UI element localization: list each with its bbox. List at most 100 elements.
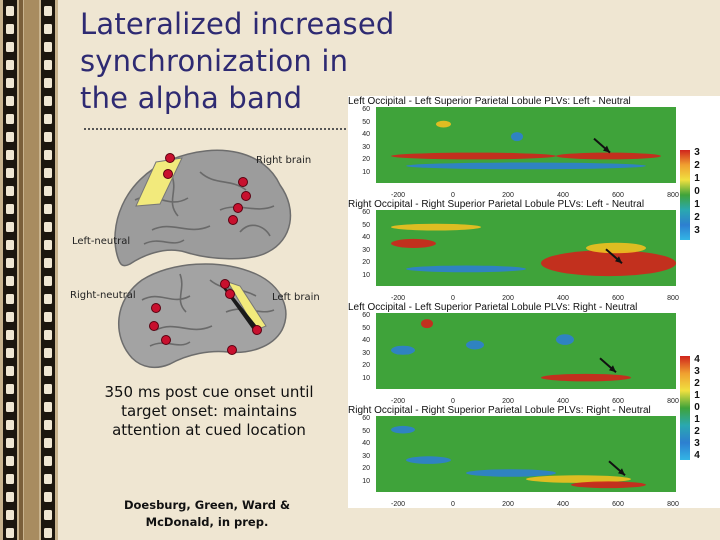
synchrony-blob — [466, 340, 484, 350]
x-tick-label: 0 — [451, 295, 455, 302]
right-hemisphere-brain — [114, 149, 292, 267]
film-hole — [44, 60, 52, 70]
x-tick-label: 0 — [451, 398, 455, 405]
synchrony-blob — [391, 223, 481, 231]
film-hole — [6, 168, 14, 178]
y-tick-label: 50 — [362, 118, 370, 126]
y-tick-label: 10 — [362, 271, 370, 279]
y-tick-label: 50 — [362, 427, 370, 435]
film-hole — [6, 330, 14, 340]
arrowhead-icon — [603, 145, 610, 153]
x-tick-label: 600 — [612, 501, 624, 508]
film-hole — [6, 402, 14, 412]
synchrony-blob — [391, 345, 415, 355]
y-tick-label: 10 — [362, 477, 370, 485]
heatmap-background — [376, 107, 676, 183]
film-hole — [6, 186, 14, 196]
y-tick-label: 60 — [362, 106, 370, 113]
y-tick-label: 30 — [362, 246, 370, 254]
synchrony-blob — [391, 238, 436, 248]
decorative-film-strip — [0, 0, 58, 540]
film-hole — [6, 24, 14, 34]
x-tick-label: 400 — [557, 192, 569, 199]
film-hole — [6, 258, 14, 268]
synchrony-blob — [391, 152, 556, 160]
film-hole — [44, 150, 52, 160]
film-hole — [44, 114, 52, 124]
x-tick-label: -200 — [390, 192, 406, 199]
film-hole — [44, 528, 52, 538]
film-hole — [6, 60, 14, 70]
right-neutral-label: Right-neutral — [70, 290, 136, 301]
x-tick-label: 200 — [502, 192, 514, 199]
film-hole — [6, 294, 14, 304]
film-hole — [44, 6, 52, 16]
film-hole — [44, 312, 52, 322]
y-tick-label: 40 — [362, 440, 370, 447]
x-tick-label: 0 — [451, 501, 455, 508]
film-hole — [44, 258, 52, 268]
film-hole — [6, 348, 14, 358]
synchrony-blob — [556, 152, 661, 160]
caption: 350 ms post cue onset until target onset… — [104, 383, 314, 439]
film-hole — [6, 528, 14, 538]
right-brain-label: Right brain — [256, 155, 312, 166]
film-hole — [6, 456, 14, 466]
colorbar-tick-label: 1 — [694, 390, 700, 401]
colorbar-tick-label: 0 — [694, 186, 700, 197]
film-hole — [44, 456, 52, 466]
panel-title: Right Occipital - Right Superior Parieta… — [348, 199, 645, 210]
x-tick-label: -200 — [390, 295, 406, 302]
x-tick-label: -200 — [390, 398, 406, 405]
x-tick-label: 400 — [557, 501, 569, 508]
film-hole — [44, 42, 52, 52]
synchrony-blob — [391, 425, 415, 434]
arrowhead-icon — [615, 256, 622, 264]
plv-panel: Right Occipital - Right Superior Parieta… — [348, 405, 720, 508]
film-hole — [44, 510, 52, 520]
synchrony-blob — [571, 481, 646, 489]
film-hole — [6, 366, 14, 376]
colorbar-tick-label: 1 — [694, 173, 700, 184]
y-tick-label: 30 — [362, 452, 370, 460]
heatmap-background — [376, 416, 676, 492]
x-tick-label: 600 — [612, 398, 624, 405]
film-hole — [6, 42, 14, 52]
panel-title: Right Occipital - Right Superior Parieta… — [348, 405, 651, 416]
plv-panel: Left Occipital - Left Superior Parietal … — [348, 96, 720, 199]
colorbar-bottom — [680, 356, 690, 460]
synchrony-blob — [406, 265, 526, 273]
y-tick-label: 10 — [362, 168, 370, 176]
y-tick-label: 40 — [362, 131, 370, 138]
slide-title: Lateralized increased synchronization in… — [80, 7, 395, 115]
x-tick-label: 200 — [502, 501, 514, 508]
y-tick-label: 20 — [362, 156, 370, 163]
film-hole — [6, 204, 14, 214]
left-brain-label: Left brain — [272, 292, 320, 303]
title-divider — [84, 128, 346, 130]
x-tick-label: 0 — [451, 192, 455, 199]
film-hole — [6, 474, 14, 484]
film-hole — [44, 438, 52, 448]
y-tick-label: 20 — [362, 259, 370, 266]
film-hole — [44, 276, 52, 286]
film-hole — [44, 240, 52, 250]
y-tick-label: 50 — [362, 324, 370, 332]
film-hole — [6, 150, 14, 160]
film-hole — [6, 420, 14, 430]
panel-title: Left Occipital - Left Superior Parietal … — [348, 302, 638, 313]
film-hole — [44, 204, 52, 214]
y-tick-label: 30 — [362, 349, 370, 357]
x-tick-label: 600 — [612, 295, 624, 302]
colorbar-tick-label: 0 — [694, 402, 700, 413]
film-hole — [6, 96, 14, 106]
arrowhead-icon — [618, 468, 625, 476]
colorbar-tick-label: 4 — [694, 354, 700, 365]
synchrony-blob — [541, 373, 631, 382]
colorbar-tick-label: 1 — [694, 199, 700, 210]
citation: Doesburg, Green, Ward & McDonald, in pre… — [123, 498, 291, 529]
film-hole — [44, 294, 52, 304]
x-tick-label: 800 — [667, 192, 679, 199]
colorbar-tick-label: 1 — [694, 414, 700, 425]
colorbar-tick-label: 2 — [694, 160, 700, 171]
